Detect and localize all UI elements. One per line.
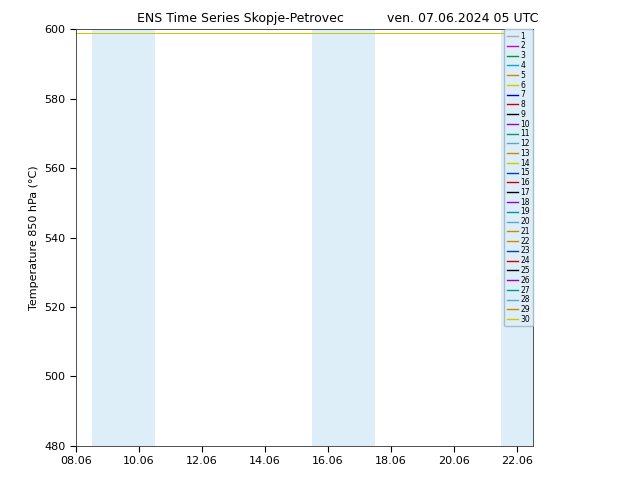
Y-axis label: Temperature 850 hPa (°C): Temperature 850 hPa (°C) [29,165,39,310]
Legend: 1, 2, 3, 4, 5, 6, 7, 8, 9, 10, 11, 12, 13, 14, 15, 16, 17, 18, 19, 20, 21, 22, 2: 1, 2, 3, 4, 5, 6, 7, 8, 9, 10, 11, 12, 1… [505,29,533,326]
Bar [501,29,533,446]
Text: ven. 07.06.2024 05 UTC: ven. 07.06.2024 05 UTC [387,12,538,25]
Bar [92,29,155,446]
Bar [312,29,375,446]
Text: ENS Time Series Skopje-Petrovec: ENS Time Series Skopje-Petrovec [138,12,344,25]
